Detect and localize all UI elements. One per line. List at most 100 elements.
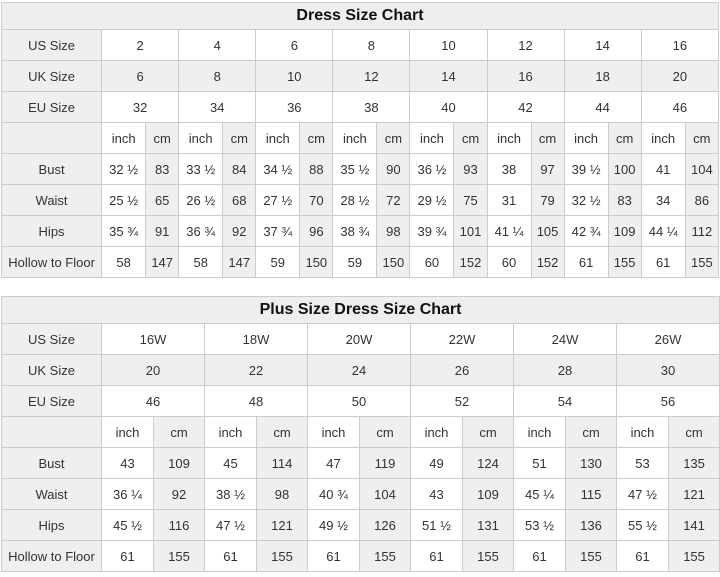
measure-cm-cell: 109: [462, 478, 514, 510]
unit-inch-header: inch: [255, 122, 301, 154]
measure-inch-cell: 61: [563, 246, 609, 278]
unit-inch-header: inch: [513, 416, 566, 448]
measure-inch-cell: 45: [204, 447, 257, 479]
measure-inch-cell: 31: [486, 184, 532, 216]
measure-inch-cell: 51 ½: [410, 509, 463, 541]
size-cell: 36: [255, 91, 334, 123]
size-cell: 46: [101, 385, 205, 417]
size-cell: 48: [204, 385, 308, 417]
measurement-row: Waist 36 ¼ 92 38 ½ 98 40 ¾ 104 43 109 45 ¼ 115 47 ½…: [1, 478, 720, 510]
unit-inch-header: inch: [101, 416, 154, 448]
measure-inch-cell: 60: [486, 246, 532, 278]
measure-cm-cell: 116: [153, 509, 205, 541]
size-cell: 22: [204, 354, 308, 386]
size-cell: 34: [178, 91, 257, 123]
size-row: UK Size 20 22 24 26 28 30: [1, 354, 720, 386]
measure-cm-cell: 68: [222, 184, 257, 216]
measure-cm-cell: 91: [145, 215, 180, 247]
size-cell: 2: [101, 29, 180, 61]
measure-inch-cell: 35 ¾: [101, 215, 147, 247]
measure-inch-cell: 36 ¼: [101, 478, 154, 510]
size-cell: 28: [513, 354, 617, 386]
row-label: Hollow to Floor: [1, 540, 102, 572]
measure-cm-cell: 155: [256, 540, 308, 572]
measure-inch-cell: 43: [410, 478, 463, 510]
measure-cm-cell: 155: [684, 246, 720, 278]
measure-inch-cell: 41 ¼: [486, 215, 532, 247]
plus-size-dress-size-chart-body: Plus Size Dress Size Chart US Size 16W 18W 2…: [0, 296, 720, 572]
size-cell: 6: [255, 29, 334, 61]
row-label: EU Size: [0, 91, 103, 123]
row-label: US Size: [1, 323, 102, 355]
measurement-row: Bust 43 109 45 114 47 119 49 124 51 130 53 135: [1, 447, 720, 479]
measure-cm-cell: 155: [667, 540, 720, 572]
measure-inch-cell: 32 ½: [101, 153, 147, 185]
measure-inch-cell: 47 ½: [204, 509, 257, 541]
measure-cm-cell: 109: [153, 447, 205, 479]
size-cell: 14: [409, 60, 488, 92]
unit-inch-header: inch: [486, 122, 532, 154]
measurement-row: Hollow to Floor 58 147 58 147 59 150 59 150 60 152…: [0, 246, 720, 278]
measure-inch-cell: 61: [101, 540, 154, 572]
size-row: EU Size 46 48 50 52 54 56: [1, 385, 720, 417]
size-cell: 20: [101, 354, 205, 386]
size-cell: 44: [563, 91, 642, 123]
size-cell: 16: [640, 29, 720, 61]
size-cell: 26W: [615, 323, 720, 355]
measure-cm-cell: 121: [256, 509, 308, 541]
measure-inch-cell: 39 ½: [563, 153, 609, 185]
measure-inch-cell: 45 ½: [101, 509, 154, 541]
measure-inch-cell: 38 ¾: [332, 215, 378, 247]
table-title: Dress Size Chart: [1, 2, 719, 30]
measure-inch-cell: 61: [616, 540, 669, 572]
measure-inch-cell: 49 ½: [307, 509, 360, 541]
row-label: US Size: [0, 29, 103, 61]
row-label: Hips: [0, 215, 103, 247]
unit-cm-header: cm: [145, 122, 180, 154]
size-row: US Size 16W 18W 20W 22W 24W 26W: [1, 323, 720, 355]
unit-header-row: inch cm inch cm inch cm inch cm inch cm inch cm: [1, 416, 720, 448]
unit-row-label-spacer: [0, 122, 103, 154]
measure-inch-cell: 34 ½: [255, 153, 301, 185]
unit-inch-header: inch: [332, 122, 378, 154]
unit-inch-header: inch: [307, 416, 360, 448]
unit-inch-header: inch: [101, 122, 147, 154]
unit-cm-header: cm: [453, 122, 488, 154]
measure-inch-cell: 36 ¾: [178, 215, 224, 247]
measure-inch-cell: 29 ½: [409, 184, 455, 216]
measure-cm-cell: 79: [530, 184, 565, 216]
measure-inch-cell: 37 ¾: [255, 215, 301, 247]
size-cell: 12: [486, 29, 565, 61]
dress-size-chart-body: Dress Size Chart US Size 2 4 6 8 10 12 14 16 UK Si…: [0, 2, 720, 278]
measure-cm-cell: 88: [299, 153, 334, 185]
measurement-row: Hollow to Floor 61 155 61 155 61 155 61 155 61 155…: [1, 540, 720, 572]
measure-inch-cell: 39 ¾: [409, 215, 455, 247]
measure-cm-cell: 100: [607, 153, 642, 185]
row-label: Hollow to Floor: [0, 246, 103, 278]
measure-inch-cell: 59: [332, 246, 378, 278]
size-cell: 10: [409, 29, 488, 61]
unit-cm-header: cm: [299, 122, 334, 154]
table-title-row: Dress Size Chart: [1, 2, 719, 30]
measure-cm-cell: 97: [530, 153, 565, 185]
unit-header-row: inch cm inch cm inch cm inch cm inch cm inch cm inch…: [0, 122, 720, 154]
unit-cm-header: cm: [565, 416, 617, 448]
measure-inch-cell: 28 ½: [332, 184, 378, 216]
measure-inch-cell: 47: [307, 447, 360, 479]
measure-inch-cell: 47 ½: [616, 478, 669, 510]
measure-cm-cell: 135: [667, 447, 720, 479]
size-cell: 50: [307, 385, 411, 417]
row-label: UK Size: [1, 354, 102, 386]
plus-size-dress-size-chart-table: Plus Size Dress Size Chart US Size 16W 18W 2…: [0, 296, 720, 572]
measure-cm-cell: 119: [359, 447, 411, 479]
size-cell: 56: [615, 385, 720, 417]
dress-size-chart-table: Dress Size Chart US Size 2 4 6 8 10 12 14 16 UK Si…: [0, 2, 720, 278]
measurement-row: Bust 32 ½ 83 33 ½ 84 34 ½ 88 35 ½ 90 36 ½ 93 38 97 39…: [0, 153, 720, 185]
measurement-row: Waist 25 ½ 65 26 ½ 68 27 ½ 70 28 ½ 72 29 ½ 75 31 79 3…: [0, 184, 720, 216]
measure-cm-cell: 101: [453, 215, 488, 247]
measure-cm-cell: 104: [359, 478, 411, 510]
unit-cm-header: cm: [530, 122, 565, 154]
measure-inch-cell: 61: [204, 540, 257, 572]
measure-inch-cell: 25 ½: [101, 184, 147, 216]
